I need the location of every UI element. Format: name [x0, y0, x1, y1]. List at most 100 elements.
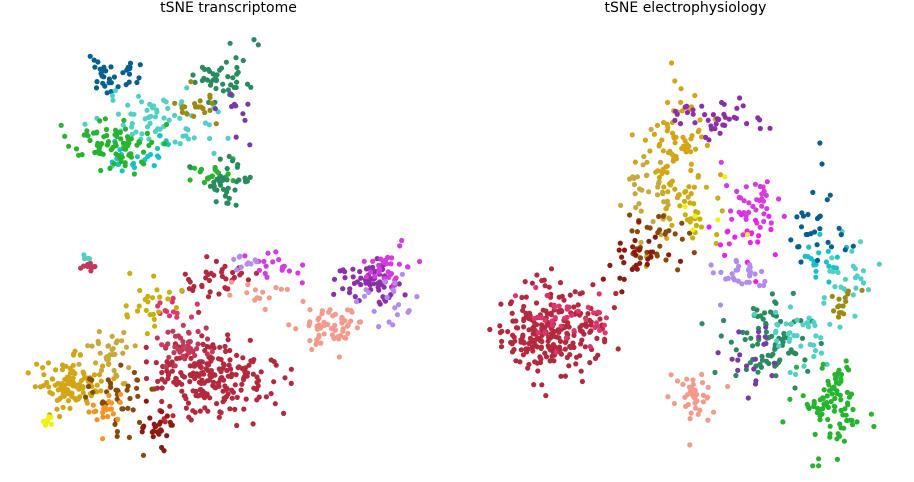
data-point	[805, 368, 811, 374]
data-point	[318, 340, 324, 346]
cluster-olive	[172, 79, 219, 127]
data-point	[110, 411, 116, 417]
data-point	[527, 335, 533, 341]
data-point	[316, 322, 322, 328]
data-point	[195, 341, 201, 347]
data-point	[257, 295, 263, 301]
data-point	[743, 184, 749, 190]
data-point	[164, 433, 170, 439]
data-point	[682, 138, 688, 144]
data-point	[234, 164, 240, 170]
data-point	[352, 294, 358, 300]
data-point	[819, 161, 825, 167]
data-point	[746, 209, 752, 215]
data-point	[87, 137, 93, 144]
data-point	[733, 372, 739, 379]
data-point	[817, 226, 823, 232]
data-point	[670, 130, 676, 136]
data-point	[107, 352, 113, 358]
data-point	[508, 299, 515, 305]
data-point	[752, 181, 758, 187]
data-point	[242, 175, 248, 181]
data-point	[850, 406, 856, 413]
data-point	[206, 277, 212, 284]
data-point	[159, 342, 165, 348]
data-point	[771, 360, 777, 366]
data-point	[70, 375, 76, 381]
data-point	[590, 282, 596, 288]
data-point	[843, 358, 849, 364]
data-point	[751, 311, 757, 317]
data-point	[831, 403, 837, 409]
data-point	[633, 204, 639, 211]
data-point	[688, 167, 694, 174]
data-point	[212, 76, 219, 82]
data-point	[847, 417, 853, 423]
data-point	[95, 338, 101, 344]
data-point	[266, 295, 272, 301]
data-point	[114, 338, 120, 344]
data-point	[573, 361, 579, 367]
data-point	[733, 347, 739, 353]
data-point	[211, 179, 217, 185]
data-point	[183, 405, 189, 411]
data-point	[234, 79, 240, 85]
data-point	[655, 229, 661, 236]
data-point	[642, 137, 648, 143]
data-point	[772, 299, 778, 305]
data-point	[671, 400, 677, 407]
data-point	[754, 307, 760, 313]
data-point	[86, 409, 92, 415]
data-point	[248, 84, 254, 90]
data-point	[233, 55, 239, 61]
data-point	[747, 239, 753, 246]
data-point	[665, 99, 671, 106]
data-point	[263, 263, 269, 269]
data-point	[94, 382, 100, 388]
data-point	[250, 359, 256, 365]
data-point	[127, 270, 133, 276]
data-point	[235, 69, 241, 75]
data-point	[188, 314, 195, 320]
data-point	[829, 255, 835, 261]
data-point	[110, 97, 116, 103]
data-point	[172, 139, 178, 145]
data-point	[313, 341, 319, 347]
data-point	[760, 316, 766, 322]
data-point	[817, 406, 823, 413]
data-point	[509, 310, 515, 316]
data-point	[755, 239, 761, 245]
data-point	[245, 101, 251, 107]
data-point	[200, 341, 206, 347]
data-point	[388, 271, 394, 277]
data-point	[529, 280, 535, 286]
data-point	[739, 281, 745, 287]
cluster-turquoise	[821, 229, 882, 319]
cluster-green	[780, 358, 877, 469]
data-point	[307, 338, 313, 344]
data-point	[682, 204, 688, 210]
data-point	[677, 203, 683, 209]
data-point	[538, 345, 544, 351]
data-point	[521, 324, 527, 330]
data-point	[165, 105, 171, 111]
data-point	[123, 82, 129, 88]
data-point	[858, 276, 864, 282]
data-point	[282, 375, 288, 381]
data-point	[120, 350, 126, 356]
data-point	[801, 363, 807, 369]
data-point	[664, 163, 670, 169]
data-point	[117, 391, 124, 397]
data-point	[159, 385, 165, 391]
data-point	[728, 339, 734, 345]
data-point	[227, 292, 233, 298]
data-point	[225, 171, 231, 177]
data-point	[157, 419, 163, 425]
data-point	[143, 375, 150, 382]
data-point	[826, 279, 832, 285]
cluster-cyan	[802, 231, 850, 285]
data-point	[399, 271, 405, 277]
data-point	[227, 40, 233, 46]
data-point	[213, 258, 219, 264]
data-point	[371, 308, 377, 314]
